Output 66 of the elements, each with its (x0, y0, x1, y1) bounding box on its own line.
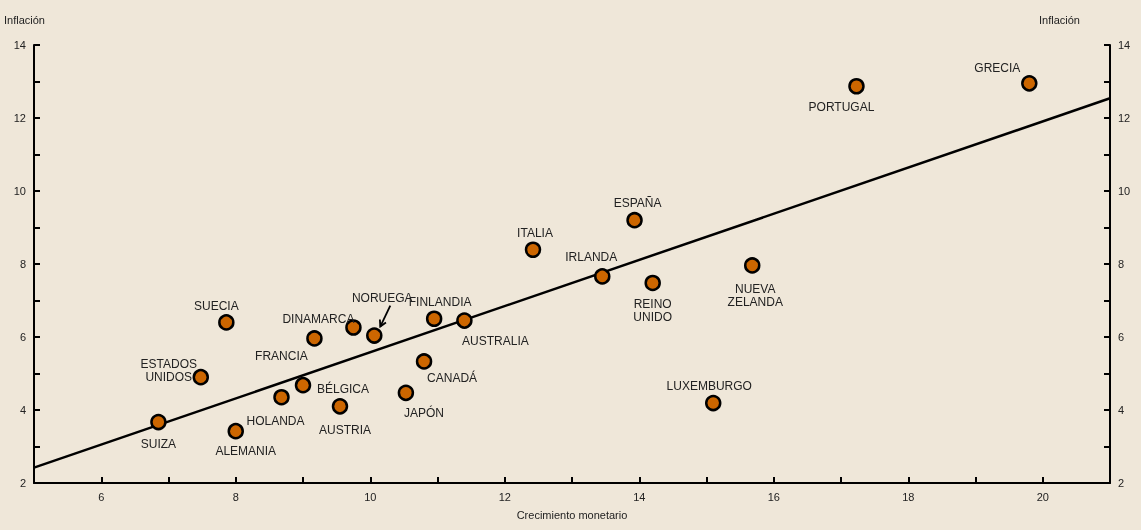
point (644, 274, 661, 292)
y-tick-label: 10 (13, 185, 26, 197)
y2-tick-label: 8 (1118, 258, 1125, 270)
annotation: NUEVA ZELANDA (727, 281, 783, 309)
annotation: REINO UNIDO (633, 297, 673, 325)
point (848, 78, 865, 95)
x-tick-label: 6 (98, 490, 105, 503)
point (743, 257, 761, 274)
point (1021, 75, 1038, 92)
annotation: LUXEMBURGO (666, 379, 752, 394)
point (594, 268, 611, 285)
x-axis-title: Crecimiento monetario (516, 508, 628, 521)
point (397, 384, 415, 402)
point (626, 211, 643, 229)
y-axis-title: Inflación (4, 13, 45, 26)
point (306, 330, 323, 347)
annotation: AUSTRALIA (462, 333, 529, 348)
point (415, 353, 433, 370)
y2-tick-label: 14 (1118, 39, 1131, 51)
x-tick-label: 18 (902, 490, 915, 503)
annotation: DINAMARCA (282, 311, 355, 326)
y-tick-label: 2 (19, 477, 26, 489)
y2-tick-label: 12 (1118, 112, 1131, 124)
annotation: BÉLGICA (316, 381, 370, 397)
annotation: SUIZA (140, 437, 177, 452)
x-tick-label: 12 (498, 490, 511, 503)
y-tick-label: 12 (13, 112, 26, 124)
annotation: JAPÓN (403, 404, 444, 420)
y-tick-label: 14 (13, 39, 26, 51)
annotation: ITALIA (517, 225, 553, 240)
annotation: SUECIA (193, 299, 239, 314)
point (218, 314, 235, 331)
annotation: PORTUGAL (808, 100, 875, 115)
point (366, 327, 383, 344)
y-tick-label: 8 (19, 258, 26, 270)
point (456, 312, 473, 329)
point (192, 368, 210, 386)
point (704, 394, 722, 412)
x-tick-label: 8 (232, 490, 239, 503)
y-tick-label: 4 (19, 404, 26, 416)
point (331, 398, 349, 415)
y2-axis-title: Inflación (1039, 13, 1080, 26)
annotation: IRLANDA (565, 250, 618, 265)
annotation: AUSTRIA (318, 423, 371, 438)
y-tick-label: 6 (19, 331, 26, 343)
annotation: CANADÁ (427, 370, 478, 386)
y2-tick-label: 4 (1118, 404, 1125, 416)
y2-tick-label: 2 (1118, 477, 1125, 489)
annotation: GRECIA (974, 61, 1021, 76)
annotation: HOLANDA (246, 414, 305, 429)
x-tick-label: 20 (1036, 490, 1049, 503)
point (273, 388, 290, 406)
annotation: ALEMANIA (215, 444, 277, 459)
x-tick-label: 16 (767, 490, 780, 503)
annotation: ESTADOS UNIDOS (140, 356, 198, 384)
point (425, 310, 443, 327)
x-tick-label: 10 (364, 490, 377, 503)
point (294, 376, 312, 394)
x-tick-label: 14 (633, 490, 646, 503)
annotation: ESPAÑA (613, 196, 662, 211)
y2-tick-label: 10 (1118, 185, 1131, 197)
y2-tick-label: 6 (1118, 331, 1125, 343)
annotation: FRANCIA (255, 349, 308, 364)
point (227, 422, 244, 440)
point (524, 241, 542, 259)
point (150, 413, 167, 431)
